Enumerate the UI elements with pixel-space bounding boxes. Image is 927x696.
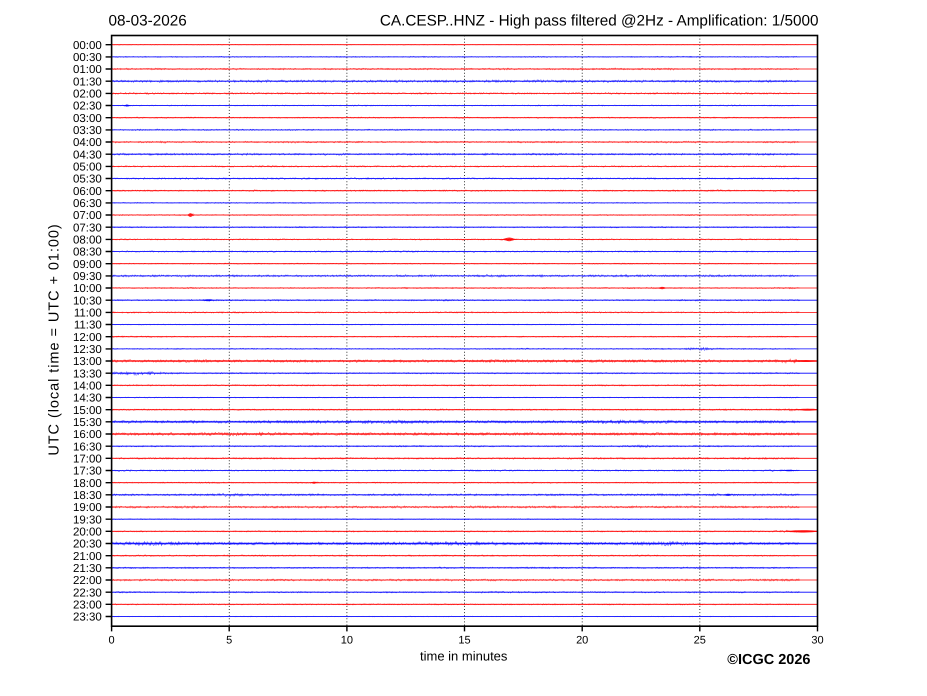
svg-text:22:30: 22:30 xyxy=(73,587,102,599)
svg-text:15:00: 15:00 xyxy=(73,405,102,417)
svg-text:21:30: 21:30 xyxy=(73,563,102,575)
svg-text:©ICGC 2026: ©ICGC 2026 xyxy=(727,652,810,668)
svg-text:13:30: 13:30 xyxy=(73,368,102,380)
svg-text:04:00: 04:00 xyxy=(73,137,102,149)
svg-text:01:00: 01:00 xyxy=(73,64,102,76)
svg-text:23:30: 23:30 xyxy=(73,612,102,624)
svg-text:10:30: 10:30 xyxy=(73,295,102,307)
svg-text:14:30: 14:30 xyxy=(73,393,102,405)
svg-text:22:00: 22:00 xyxy=(73,575,102,587)
svg-text:06:00: 06:00 xyxy=(73,186,102,198)
svg-text:10:00: 10:00 xyxy=(73,283,102,295)
svg-text:04:30: 04:30 xyxy=(73,149,102,161)
svg-text:11:30: 11:30 xyxy=(74,320,102,332)
svg-text:03:30: 03:30 xyxy=(73,125,102,137)
svg-text:07:30: 07:30 xyxy=(73,222,102,234)
svg-text:18:00: 18:00 xyxy=(73,478,102,490)
svg-text:05:30: 05:30 xyxy=(73,174,102,186)
svg-text:07:00: 07:00 xyxy=(73,210,102,222)
svg-text:30: 30 xyxy=(811,635,823,647)
svg-text:08-03-2026: 08-03-2026 xyxy=(109,13,187,30)
svg-text:16:00: 16:00 xyxy=(73,429,102,441)
svg-text:UTC (local time = UTC + 01:00): UTC (local time = UTC + 01:00) xyxy=(47,223,63,455)
svg-text:12:30: 12:30 xyxy=(73,344,102,356)
svg-text:20: 20 xyxy=(576,635,588,647)
svg-text:12:00: 12:00 xyxy=(73,332,102,344)
svg-text:03:00: 03:00 xyxy=(73,113,102,125)
svg-text:09:30: 09:30 xyxy=(73,271,102,283)
svg-text:08:30: 08:30 xyxy=(73,247,102,259)
svg-text:17:00: 17:00 xyxy=(73,453,102,465)
svg-text:00:00: 00:00 xyxy=(73,40,102,52)
svg-text:05:00: 05:00 xyxy=(73,162,102,174)
svg-text:19:30: 19:30 xyxy=(73,514,102,526)
svg-text:15:30: 15:30 xyxy=(73,417,102,429)
svg-text:17:30: 17:30 xyxy=(73,466,102,478)
svg-text:08:00: 08:00 xyxy=(73,235,102,247)
svg-text:0: 0 xyxy=(109,635,115,647)
svg-text:14:00: 14:00 xyxy=(73,380,102,392)
svg-text:18:30: 18:30 xyxy=(73,490,102,502)
svg-text:19:00: 19:00 xyxy=(73,502,102,514)
svg-text:time in minutes: time in minutes xyxy=(420,649,508,664)
svg-text:25: 25 xyxy=(694,635,706,647)
svg-text:06:30: 06:30 xyxy=(73,198,102,210)
svg-text:20:30: 20:30 xyxy=(73,539,102,551)
svg-text:20:00: 20:00 xyxy=(73,526,102,538)
svg-text:23:00: 23:00 xyxy=(73,599,102,611)
svg-text:10: 10 xyxy=(341,635,353,647)
svg-text:09:00: 09:00 xyxy=(73,259,102,271)
svg-text:15: 15 xyxy=(458,635,470,647)
svg-text:00:30: 00:30 xyxy=(73,52,102,64)
svg-text:01:30: 01:30 xyxy=(73,76,102,88)
svg-text:CA.CESP..HNZ - High pass filte: CA.CESP..HNZ - High pass filtered @2Hz -… xyxy=(380,13,819,30)
svg-text:16:30: 16:30 xyxy=(73,441,102,453)
svg-text:02:00: 02:00 xyxy=(73,89,102,101)
svg-text:02:30: 02:30 xyxy=(73,101,102,113)
svg-text:21:00: 21:00 xyxy=(73,551,102,563)
svg-text:5: 5 xyxy=(226,635,232,647)
svg-text:13:00: 13:00 xyxy=(73,356,102,368)
svg-text:11:00: 11:00 xyxy=(74,308,102,320)
